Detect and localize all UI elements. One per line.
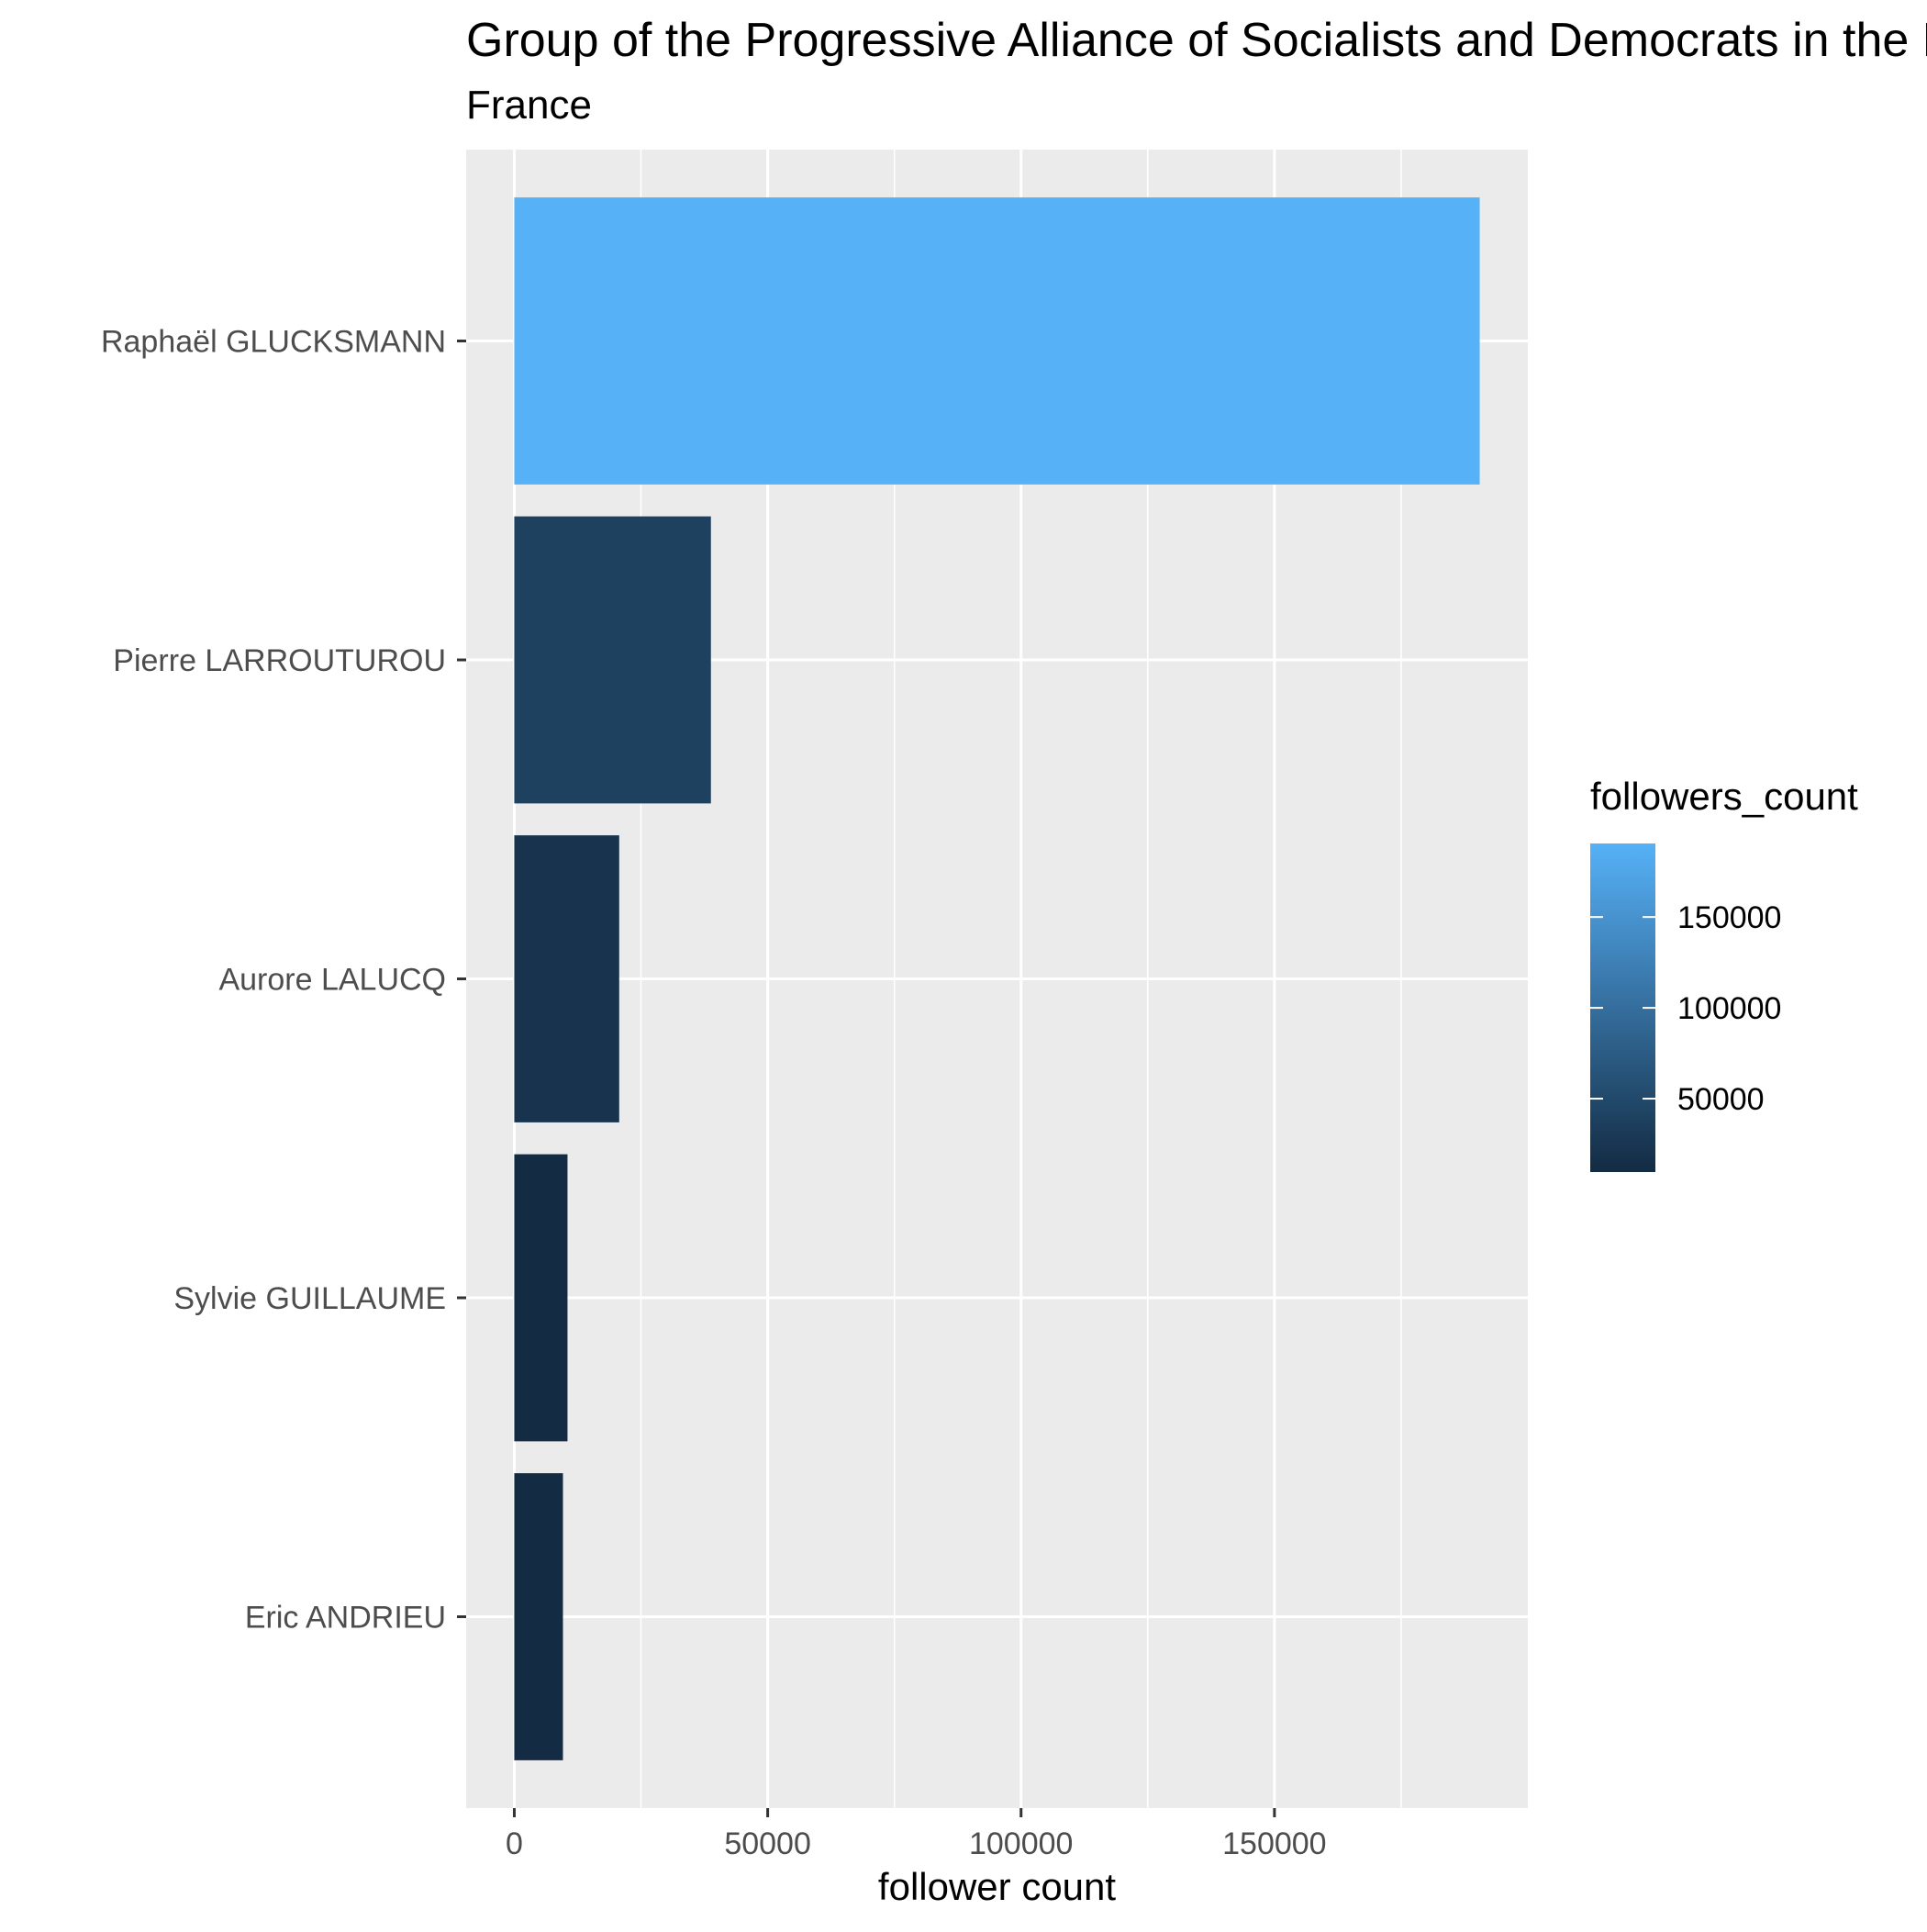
bar-3	[514, 1154, 568, 1442]
bar-0	[514, 197, 1480, 485]
x-axis-title: follower count	[878, 1865, 1116, 1908]
y-tick-label: Eric ANDRIEU	[245, 1601, 446, 1636]
legend-tick-label: 50000	[1677, 1082, 1765, 1117]
y-tick-label: Raphaël GLUCKSMANN	[101, 325, 446, 360]
x-tick-label: 50000	[724, 1826, 811, 1861]
x-tick-label: 100000	[969, 1826, 1073, 1861]
y-tick-label: Aurore LALUCQ	[218, 963, 446, 998]
legend-tick-label: 100000	[1677, 991, 1781, 1026]
legend-tick-label: 150000	[1677, 900, 1781, 935]
bar-4	[514, 1473, 563, 1760]
bar-2	[514, 835, 619, 1122]
chart-subtitle: France	[466, 83, 592, 128]
chart-title: Group of the Progressive Alliance of Soc…	[466, 14, 1927, 67]
y-tick-label: Sylvie GUILLAUME	[173, 1281, 446, 1316]
legend-title: followers_count	[1590, 775, 1858, 818]
x-tick-label: 0	[506, 1826, 523, 1861]
x-tick-label: 150000	[1222, 1826, 1326, 1861]
y-tick-label: Pierre LARROUTUROU	[113, 643, 446, 678]
bar-1	[514, 516, 711, 804]
